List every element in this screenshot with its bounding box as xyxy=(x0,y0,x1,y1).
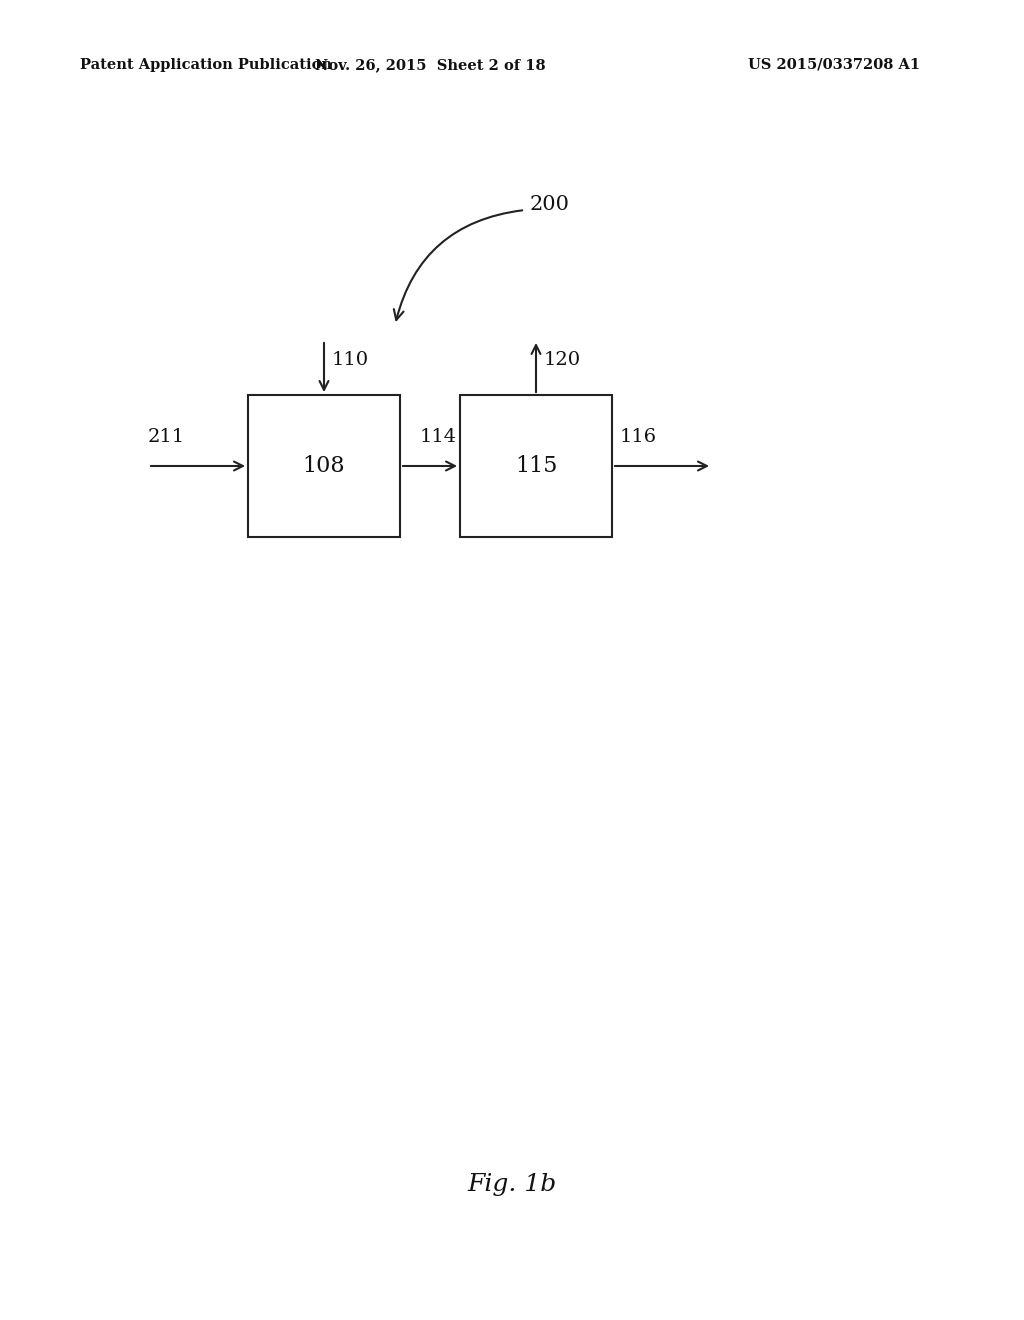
Text: Nov. 26, 2015  Sheet 2 of 18: Nov. 26, 2015 Sheet 2 of 18 xyxy=(314,58,546,73)
Text: 211: 211 xyxy=(148,428,185,446)
Text: 120: 120 xyxy=(544,351,582,370)
Bar xyxy=(460,395,612,537)
Text: 116: 116 xyxy=(620,428,657,446)
Text: Fig. 1b: Fig. 1b xyxy=(467,1173,557,1196)
Text: US 2015/0337208 A1: US 2015/0337208 A1 xyxy=(748,58,920,73)
Text: 114: 114 xyxy=(420,428,457,446)
Text: Patent Application Publication: Patent Application Publication xyxy=(80,58,332,73)
Text: 108: 108 xyxy=(303,455,345,477)
Text: 115: 115 xyxy=(515,455,557,477)
Bar xyxy=(248,395,400,537)
Text: 200: 200 xyxy=(530,195,570,214)
Text: 110: 110 xyxy=(332,351,369,370)
